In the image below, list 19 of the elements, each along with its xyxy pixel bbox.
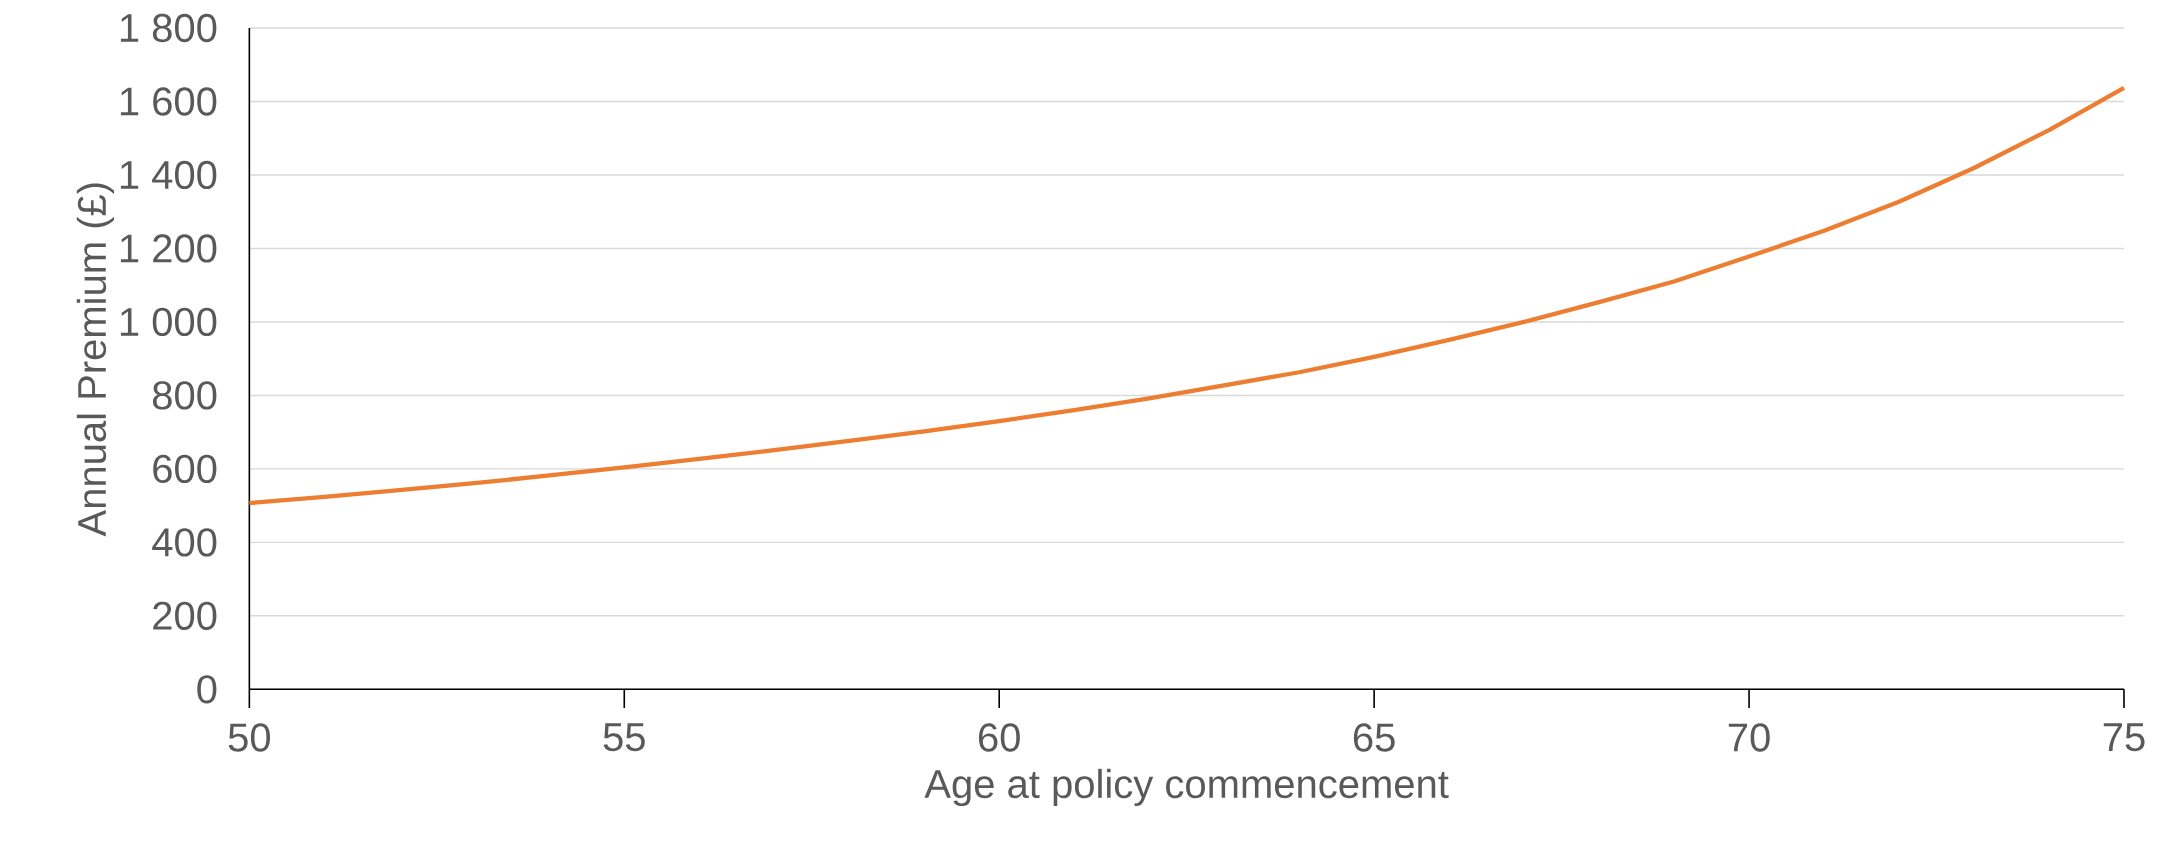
y-tick-label: 800 <box>152 381 217 410</box>
y-tick-label: 1 000 <box>120 307 217 337</box>
y-tick-label: 200 <box>153 601 217 631</box>
x-tick-label: 75 <box>2103 723 2145 752</box>
y-axis-title: Annual Premium (£) <box>76 183 115 537</box>
y-tick-label: 1 600 <box>120 87 217 116</box>
x-axis-title: Age at policy commencement <box>924 768 1449 807</box>
y-tick-label: 0 <box>197 675 217 704</box>
y-tick-label: 400 <box>152 528 217 557</box>
y-tick-label: 1 200 <box>120 234 217 263</box>
x-tick-label: 65 <box>1353 723 1395 752</box>
x-tick-label: 50 <box>228 723 271 752</box>
x-tick-label: 60 <box>978 723 1020 752</box>
x-tick-label: 70 <box>1728 723 1770 752</box>
line-series <box>247 85 2127 506</box>
y-tick-label: 1 400 <box>120 160 217 190</box>
y-tick-label: 600 <box>153 454 217 484</box>
y-tick-label: 1 800 <box>120 13 217 43</box>
x-tick-label: 55 <box>603 723 645 752</box>
